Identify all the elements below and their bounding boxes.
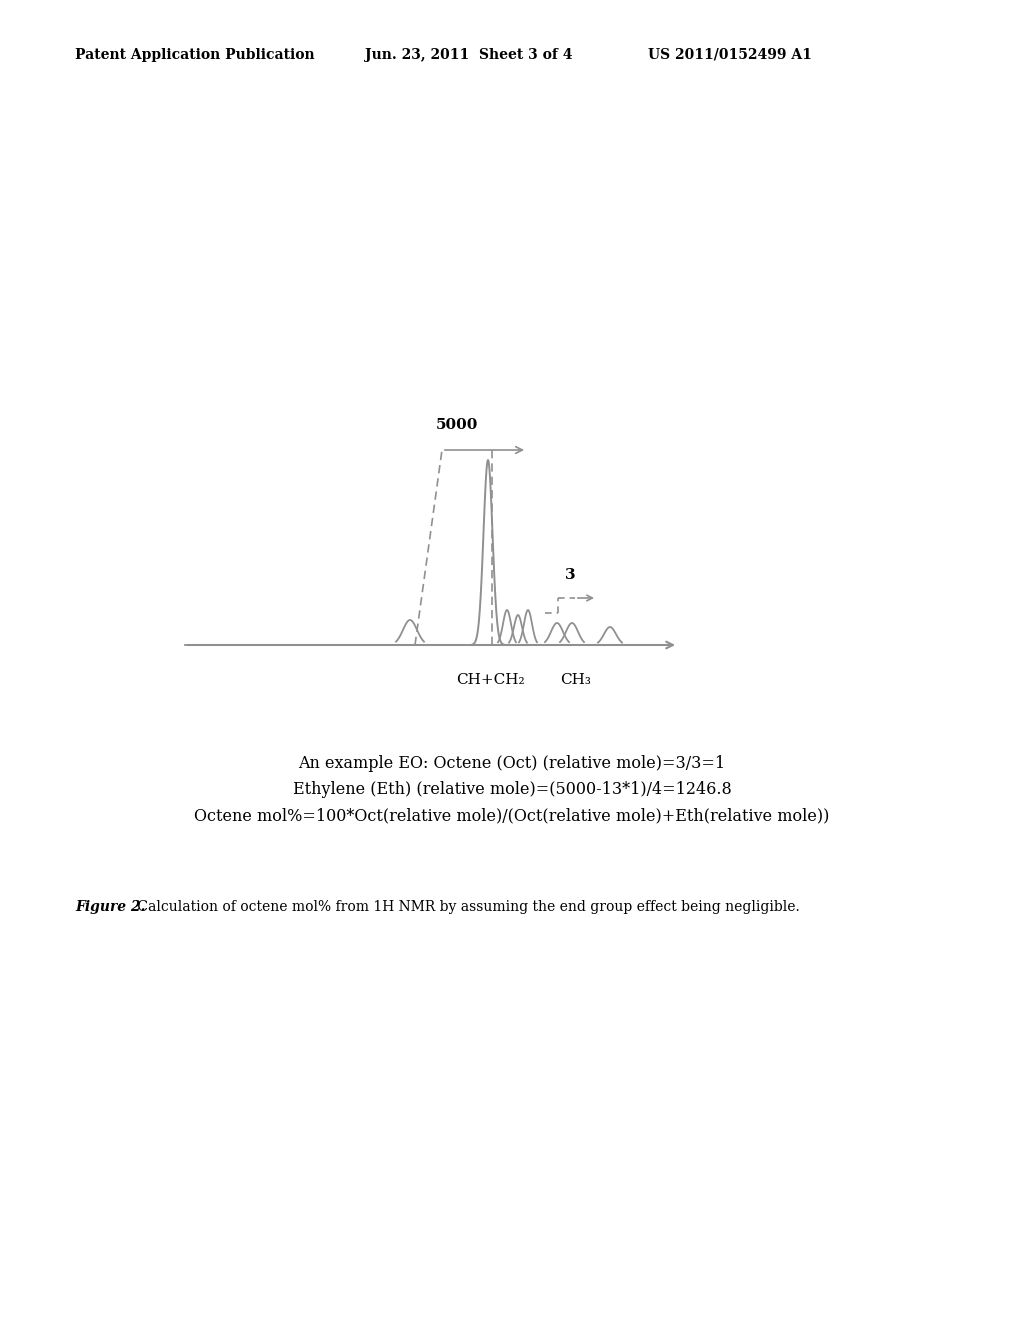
Text: Calculation of octene mol% from 1H NMR by assuming the end group effect being ne: Calculation of octene mol% from 1H NMR b… xyxy=(133,900,800,913)
Text: CH+CH₂: CH+CH₂ xyxy=(456,673,524,686)
Text: Ethylene (Eth) (relative mole)=(5000-13*1)/4=1246.8: Ethylene (Eth) (relative mole)=(5000-13*… xyxy=(293,781,731,799)
Text: US 2011/0152499 A1: US 2011/0152499 A1 xyxy=(648,48,812,62)
Text: Figure 2.: Figure 2. xyxy=(75,900,145,913)
Text: An example EO: Octene (Oct) (relative mole)=3/3=1: An example EO: Octene (Oct) (relative mo… xyxy=(298,755,726,772)
Text: CH₃: CH₃ xyxy=(560,673,592,686)
Text: 3: 3 xyxy=(564,568,575,582)
Text: Octene mol%=100*Oct(relative mole)/(Oct(relative mole)+Eth(relative mole)): Octene mol%=100*Oct(relative mole)/(Oct(… xyxy=(195,807,829,824)
Text: Patent Application Publication: Patent Application Publication xyxy=(75,48,314,62)
Text: Jun. 23, 2011  Sheet 3 of 4: Jun. 23, 2011 Sheet 3 of 4 xyxy=(365,48,572,62)
Text: 5000: 5000 xyxy=(436,418,478,432)
